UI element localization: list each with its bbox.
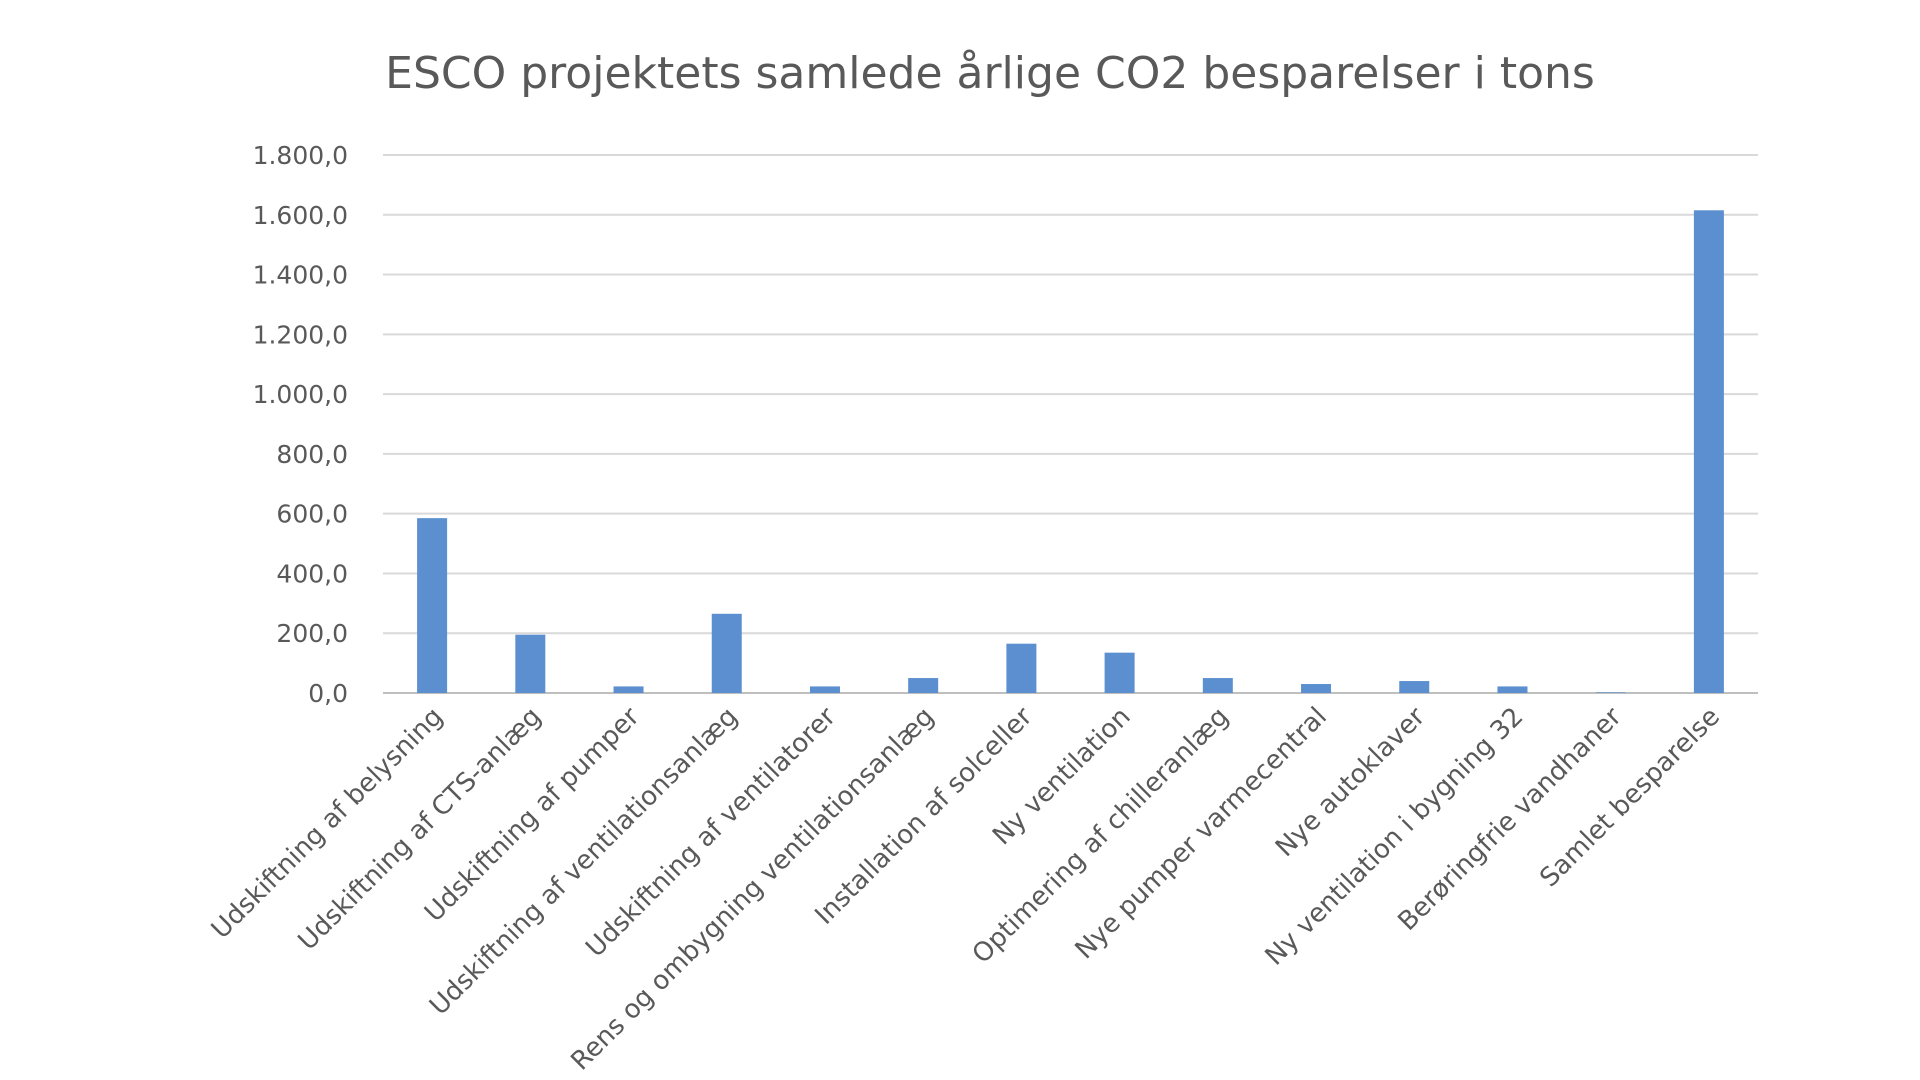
bar xyxy=(809,686,840,693)
y-tick-label: 0,0 xyxy=(308,679,348,708)
bar xyxy=(1497,686,1528,693)
y-tick-label: 1.200,0 xyxy=(253,320,348,349)
chart-title: ESCO projektets samlede årlige CO2 bespa… xyxy=(385,48,1595,99)
y-tick-label: 1.000,0 xyxy=(253,380,348,409)
y-tick-label: 600,0 xyxy=(276,500,348,529)
y-axis-ticks: 0,0 200,0 400,0 600,0 800,0 1.000,0 1.200,0 1.4… xyxy=(253,141,348,708)
x-category-label: Rens og ombygning ventilationsanlæg xyxy=(565,702,940,1077)
bars xyxy=(417,210,1724,694)
bar xyxy=(1399,681,1430,693)
bar xyxy=(417,518,448,693)
bar xyxy=(1202,678,1233,693)
y-tick-label: 1.800,0 xyxy=(253,141,348,170)
bar xyxy=(1301,684,1332,693)
y-tick-label: 200,0 xyxy=(276,619,348,648)
bar xyxy=(1006,643,1037,693)
y-tick-label: 800,0 xyxy=(276,440,348,469)
bar xyxy=(515,634,546,693)
bar xyxy=(1104,652,1135,693)
y-tick-label: 400,0 xyxy=(276,559,348,588)
y-tick-label: 1.400,0 xyxy=(253,261,348,290)
y-tick-label: 1.600,0 xyxy=(253,201,348,230)
bar xyxy=(908,678,939,693)
gridlines xyxy=(383,154,1758,694)
x-category-label: Samlet besparelse xyxy=(1534,702,1725,893)
bar xyxy=(613,686,644,693)
bar xyxy=(711,613,742,693)
bar xyxy=(1595,692,1626,693)
bar xyxy=(1693,210,1724,694)
